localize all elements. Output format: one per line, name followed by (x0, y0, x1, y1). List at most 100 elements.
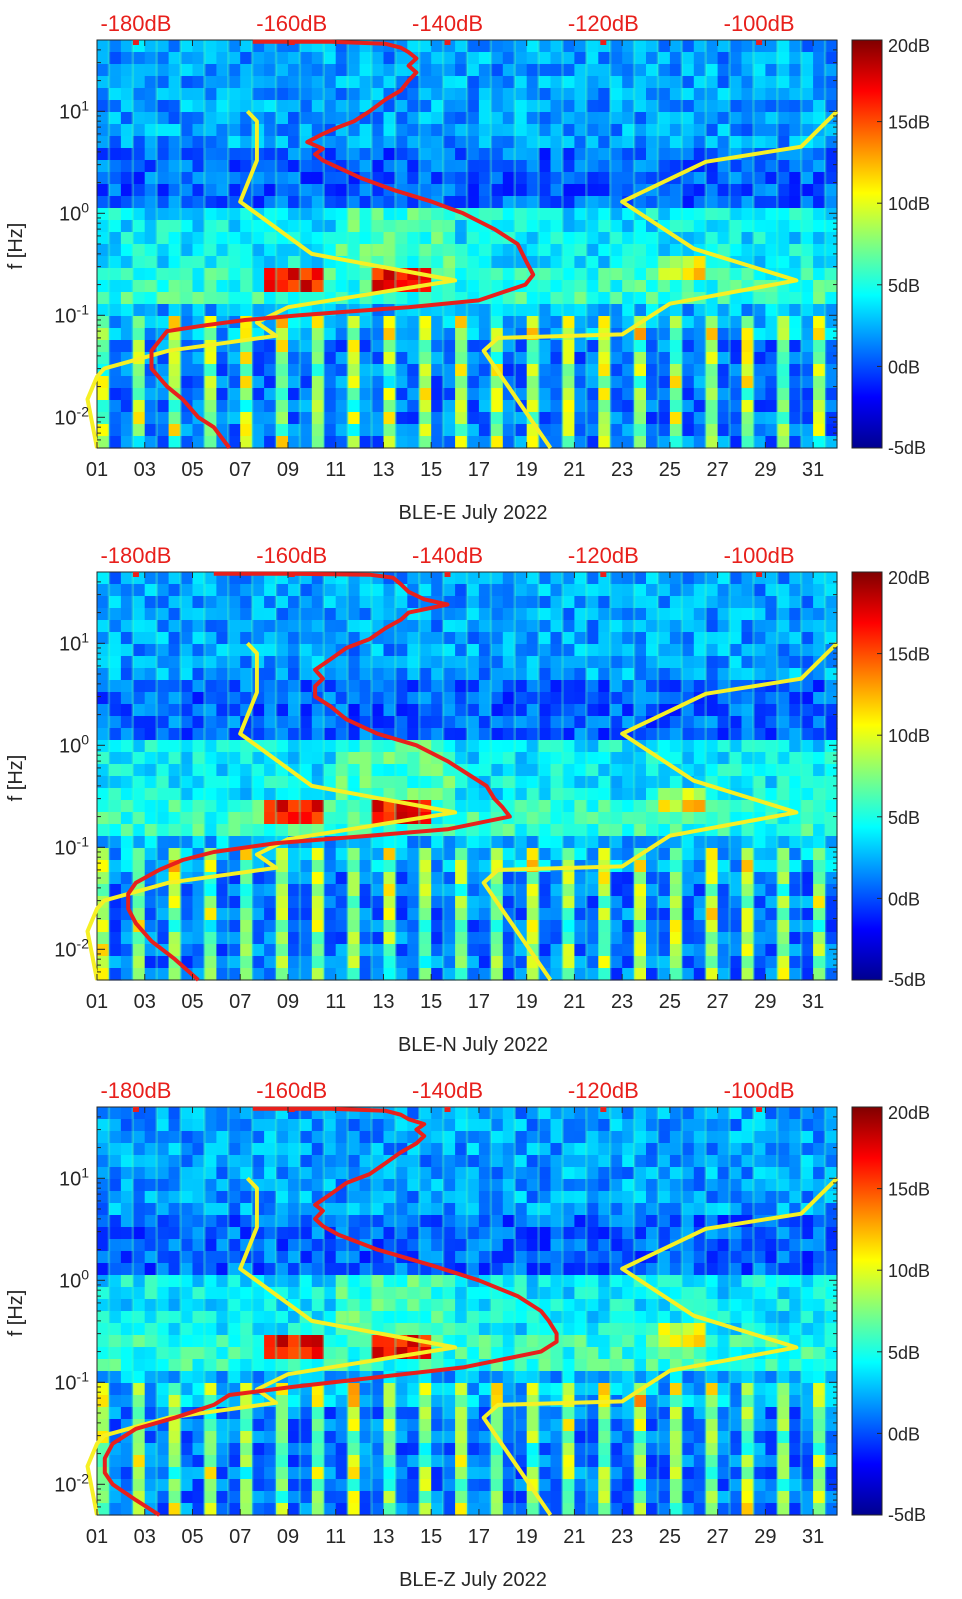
spectrogram-cell (419, 1107, 432, 1120)
spectrogram-cell (180, 764, 193, 777)
spectrogram-cell (311, 740, 325, 753)
spectrogram-cell (288, 208, 301, 221)
spectrogram-cell (801, 412, 814, 425)
spectrogram-cell (132, 860, 146, 873)
spectrogram-cell (228, 400, 241, 413)
spectrogram-cell (299, 764, 313, 777)
spectrogram-cell (526, 280, 540, 293)
spectrogram-cell (144, 268, 158, 281)
spectrogram-cell (562, 776, 575, 789)
spectrogram-cell (562, 740, 575, 753)
spectrogram-cell (705, 52, 719, 65)
spectrogram-cell (156, 304, 170, 317)
spectrogram-cell (622, 884, 635, 897)
spectrogram-cell (359, 364, 373, 377)
spectrogram-cell (550, 124, 563, 137)
spectrogram-cell (705, 896, 719, 909)
spectrogram-cell (120, 268, 134, 281)
spectrogram-cell (180, 776, 193, 789)
spectrogram-cell (132, 788, 146, 801)
spectrogram-cell (180, 352, 193, 365)
spectrogram-cell (443, 884, 456, 897)
spectrogram-cell (825, 1131, 838, 1144)
spectrogram-cell (288, 292, 301, 305)
spectrogram-cell (610, 692, 623, 705)
spectrogram-cell (753, 860, 766, 873)
spectrogram-cell (323, 884, 337, 897)
spectrogram-cell (383, 100, 396, 113)
spectrogram-cell (395, 752, 408, 765)
spectrogram-cell (120, 668, 134, 681)
spectrogram-cell (729, 800, 743, 813)
spectrogram-cell (574, 1143, 587, 1156)
spectrogram-cell (311, 596, 325, 609)
spectrogram-cell (240, 88, 253, 101)
spectrogram-cell (323, 692, 337, 705)
spectrogram-cell (669, 316, 683, 329)
spectrogram-cell (395, 1167, 408, 1180)
spectrogram-cell (288, 956, 301, 969)
spectrogram-cell (669, 860, 683, 873)
spectrogram-cell (538, 196, 552, 209)
spectrogram-cell (383, 776, 396, 789)
spectrogram-cell (288, 1119, 301, 1132)
spectrogram-cell (323, 728, 337, 741)
spectrogram-cell (108, 572, 122, 585)
spectrogram-cell (717, 764, 731, 777)
x-tick-label: 07 (229, 459, 251, 481)
spectrogram-cell (813, 596, 826, 609)
spectrogram-cell (490, 160, 504, 173)
spectrogram-cell (228, 364, 241, 377)
spectrogram-cell (622, 788, 635, 801)
spectrogram-cell (574, 848, 587, 861)
spectrogram-cell (634, 232, 647, 245)
spectrogram-cell (276, 644, 289, 657)
spectrogram-cell (455, 244, 468, 257)
spectrogram-cell (359, 376, 373, 389)
spectrogram-cell (467, 364, 480, 377)
spectrogram-cell (789, 944, 802, 957)
spectrogram-cell (646, 280, 659, 293)
spectrogram-cell (144, 208, 158, 221)
spectrogram-cell (431, 644, 444, 657)
spectrogram-cell (204, 920, 217, 933)
spectrogram-cell (574, 740, 587, 753)
x-axis-label: BLE-Z July 2022 (399, 1569, 547, 1591)
spectrogram-cell (634, 608, 647, 621)
spectrogram-cell (693, 76, 707, 89)
spectrogram-cell (729, 764, 743, 777)
spectrogram-cell (813, 304, 826, 317)
spectrogram-cell (681, 656, 695, 669)
spectrogram-cell (347, 800, 361, 813)
spectrogram-cell (192, 424, 205, 437)
spectrogram-cell (705, 644, 719, 657)
spectrogram-cell (562, 656, 575, 669)
spectrogram-cell (443, 908, 456, 921)
spectrogram-cell (156, 800, 170, 813)
spectrogram-cell (120, 1179, 134, 1192)
spectrogram-cell (574, 244, 587, 257)
spectrogram-cell (443, 740, 456, 753)
spectrogram-cell (216, 644, 229, 657)
spectrogram-cell (646, 100, 659, 113)
spectrogram-cell (288, 184, 301, 197)
spectrogram-cell (288, 112, 301, 125)
spectrogram-cell (514, 208, 528, 221)
spectrogram-cell (490, 920, 504, 933)
spectrogram-cell (168, 64, 182, 77)
spectrogram-cell (144, 704, 158, 717)
spectrogram-cell (335, 968, 349, 981)
spectrogram-cell (276, 376, 289, 389)
spectrogram-cell (658, 232, 671, 245)
spectrogram-cell (789, 352, 802, 365)
spectrogram-cell (323, 716, 337, 729)
spectrogram-cell (192, 220, 205, 233)
spectrogram-cell (299, 400, 313, 413)
spectrogram-cell (753, 172, 766, 185)
spectrogram-cell (120, 196, 134, 209)
spectrogram-cell (610, 944, 623, 957)
spectrogram-cell (443, 148, 456, 161)
spectrogram-cell (168, 908, 182, 921)
spectrogram-cell (311, 620, 325, 633)
spectrogram-cell (288, 352, 301, 365)
